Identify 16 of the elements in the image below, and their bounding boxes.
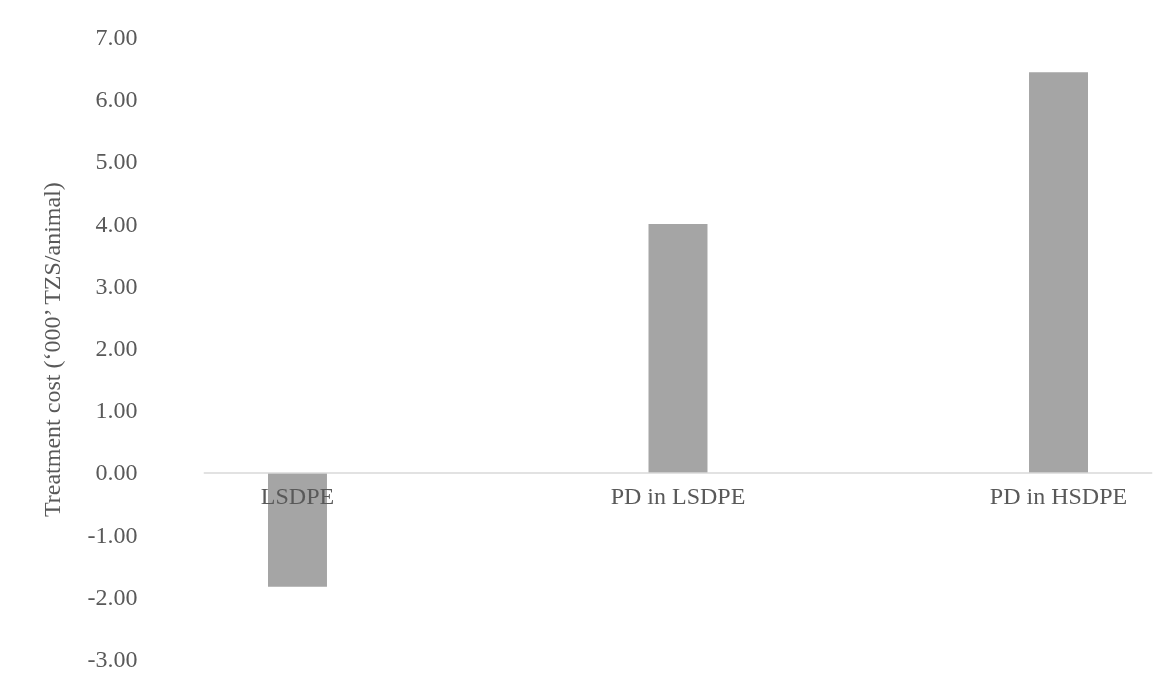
y-tick-label: 0.00 xyxy=(95,459,138,486)
y-tick-label: 1.00 xyxy=(95,397,138,424)
y-tick-label: -1.00 xyxy=(87,521,138,548)
y-tick-label: 7.00 xyxy=(95,24,138,50)
bar xyxy=(648,224,708,473)
y-tick-label: 5.00 xyxy=(95,148,138,175)
y-tick-label: 4.00 xyxy=(95,210,138,237)
y-tick-label: -3.00 xyxy=(87,646,138,672)
y-tick-label: 2.00 xyxy=(95,335,138,361)
x-tick-label: PD in LSDPE xyxy=(610,482,746,509)
x-tick-label: PD in HSDPE xyxy=(989,482,1128,509)
bar xyxy=(1029,72,1088,473)
y-axis-title: Treatment cost (‘000’ TZS/animal) xyxy=(38,182,65,518)
y-tick-label: -2.00 xyxy=(87,583,138,610)
y-tick-label: 6.00 xyxy=(95,86,138,113)
y-tick-label: 3.00 xyxy=(95,272,138,299)
